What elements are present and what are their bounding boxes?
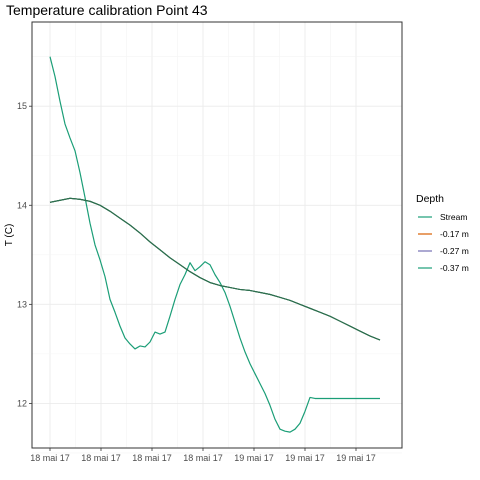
chart-title: Temperature calibration Point 43 <box>6 2 208 18</box>
y-tick-label: 14 <box>17 200 27 210</box>
x-tick-label: 18 mai 17 <box>183 453 223 463</box>
legend-label: -0.37 m <box>440 263 469 273</box>
y-tick-label: 13 <box>17 299 27 309</box>
legend-title: Depth <box>416 193 444 205</box>
y-tick-label: 12 <box>17 398 27 408</box>
x-tick-label: 19 mai 17 <box>285 453 325 463</box>
plot-panel <box>32 22 402 448</box>
legend-label: Stream <box>440 212 467 222</box>
y-axis-label: T (C) <box>4 224 15 247</box>
x-tick-label: 18 mai 17 <box>132 453 172 463</box>
legend-label: -0.27 m <box>440 246 469 256</box>
x-tick-label: 19 mai 17 <box>336 453 376 463</box>
x-axis: 18 mai 17 18 mai 17 18 mai 17 18 mai 17 19 m… <box>30 448 376 463</box>
x-tick-label: 18 mai 17 <box>30 453 70 463</box>
x-tick-label: 18 mai 17 <box>81 453 121 463</box>
x-tick-label: 19 mai 17 <box>234 453 274 463</box>
y-tick-label: 15 <box>17 101 27 111</box>
y-axis: 12 13 14 15 <box>17 101 32 408</box>
legend-label: -0.17 m <box>440 229 469 239</box>
legend: Depth Stream -0.17 m -0.27 m -0.37 m <box>416 193 469 273</box>
